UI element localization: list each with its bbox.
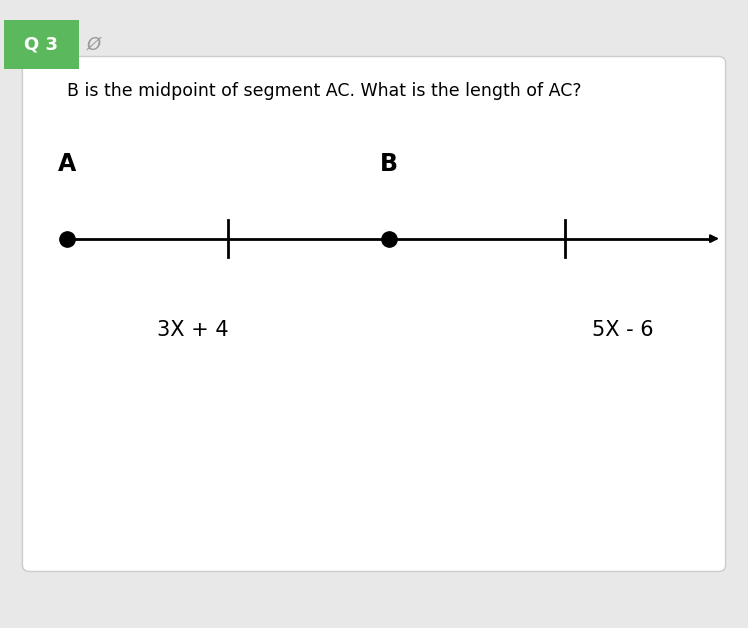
Text: Q 3: Q 3: [24, 36, 58, 53]
Text: B: B: [380, 152, 398, 176]
Text: B is the midpoint of segment AC. What is the length of AC?: B is the midpoint of segment AC. What is…: [67, 82, 582, 100]
Text: A: A: [58, 152, 76, 176]
Text: 5X - 6: 5X - 6: [592, 320, 654, 340]
Text: Ø: Ø: [87, 36, 100, 53]
Text: 3X + 4: 3X + 4: [157, 320, 228, 340]
